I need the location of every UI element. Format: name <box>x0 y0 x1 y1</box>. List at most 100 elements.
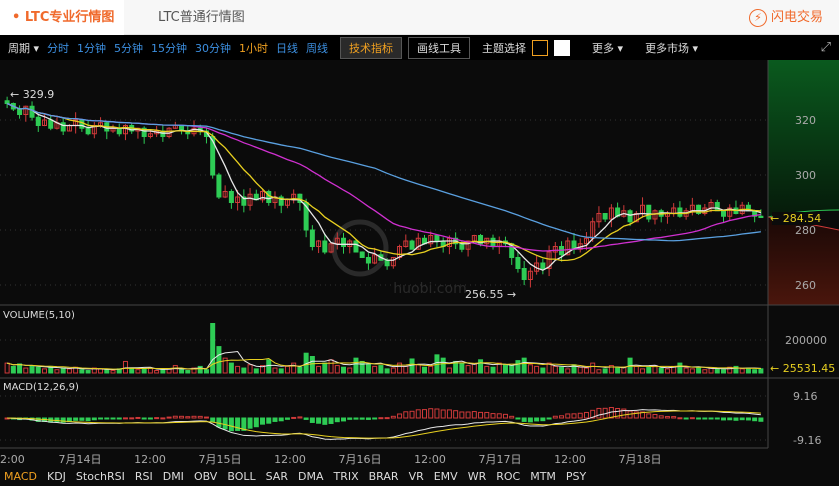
macd-histogram-bar <box>110 417 116 420</box>
macd-histogram-bar <box>664 416 670 419</box>
low-price-label: 256.55 → <box>465 288 516 301</box>
indicator-tab-dmi[interactable]: DMI <box>162 469 184 483</box>
tab-bar: • LTC专业行情图 LTC普通行情图 ⚡ 闪电交易 <box>0 0 839 35</box>
indicator-tab-boll[interactable]: BOLL <box>227 469 256 483</box>
macd-histogram-bar <box>309 417 315 423</box>
macd-histogram-bar <box>104 417 110 420</box>
interval-2[interactable]: 5分钟 <box>114 41 144 55</box>
flash-trade-button[interactable]: ⚡ 闪电交易 <box>748 0 823 35</box>
macd-histogram-bar <box>534 417 540 422</box>
more-label: 更多 <box>592 41 615 55</box>
indicator-tab-rsi[interactable]: RSI <box>134 469 153 483</box>
volume-bar <box>521 357 527 374</box>
more-dropdown[interactable]: 更多 ▾ <box>592 41 624 55</box>
volume-bar <box>54 369 60 374</box>
macd-histogram-bar <box>415 409 421 419</box>
indicator-tab-kdj[interactable]: KDJ <box>46 469 66 483</box>
volume-ma-line <box>6 357 761 370</box>
candle-up <box>23 105 29 115</box>
indicator-tab-macd[interactable]: MACD <box>4 469 37 483</box>
time-tick-label: 7月15日 <box>199 453 242 466</box>
indicator-tab-obv[interactable]: OBV <box>193 469 218 483</box>
indicator-tab-roc[interactable]: ROC <box>496 469 521 483</box>
kline-chart[interactable]: 320 300 280 260 huobi.com ← 329.9 256.55 → ← 28… <box>0 60 839 466</box>
ma30-line <box>6 102 761 252</box>
volume-bar <box>297 366 303 374</box>
macd-histogram-bar <box>365 417 371 420</box>
macd-dea-line <box>7 410 761 439</box>
macd-histogram-bar <box>179 415 185 419</box>
volume-bar <box>4 362 10 374</box>
macd-histogram-bar <box>241 417 247 431</box>
volume-bar <box>758 368 764 374</box>
volume-bar <box>702 369 708 374</box>
macd-histogram-bar <box>540 417 546 422</box>
macd-histogram-bar <box>702 417 708 420</box>
interval-6[interactable]: 日线 <box>276 41 299 55</box>
macd-histogram-bar <box>683 417 689 420</box>
period-dropdown[interactable]: 周期 ▾ <box>8 41 40 55</box>
macd-histogram-bar <box>359 417 365 420</box>
volume-title: VOLUME(5,10) <box>3 310 75 321</box>
indicator-tab-emv[interactable]: EMV <box>433 469 458 483</box>
macd-histogram-bar <box>166 416 172 419</box>
indicator-tab-brar[interactable]: BRAR <box>368 469 399 483</box>
candle-up <box>41 119 47 126</box>
candle-up <box>316 240 322 247</box>
tab-basic-chart[interactable]: LTC普通行情图 <box>158 10 245 25</box>
theme-light-swatch[interactable] <box>554 39 571 56</box>
macd-histogram-bar <box>633 411 639 419</box>
draw-tools-button[interactable]: 画线工具 <box>408 36 471 59</box>
indicator-tab-psy[interactable]: PSY <box>565 469 587 483</box>
tech-indicator-button[interactable]: 技术指标 <box>340 36 403 59</box>
theme-dark-swatch[interactable] <box>532 39 549 56</box>
macd-tick-label: 9.16 <box>793 390 818 403</box>
volume-bar <box>390 367 396 374</box>
macd-histogram-bar <box>577 412 583 419</box>
volume-bar <box>228 362 234 374</box>
macd-histogram-bar <box>571 413 577 419</box>
macd-histogram-bar <box>322 417 328 425</box>
macd-histogram-bar <box>191 415 197 419</box>
volume-bar <box>696 366 702 374</box>
interval-1[interactable]: 1分钟 <box>77 41 107 55</box>
candle-down <box>116 127 122 135</box>
interval-4[interactable]: 30分钟 <box>195 41 232 55</box>
macd-histogram-bar <box>235 417 241 431</box>
macd-histogram-bar <box>515 417 521 420</box>
volume-bar <box>197 365 203 374</box>
more-markets-label: 更多市场 <box>645 41 690 55</box>
macd-histogram-bar <box>291 416 297 419</box>
tab-pro-chart[interactable]: • LTC专业行情图 <box>0 0 124 35</box>
volume-bar <box>203 369 209 374</box>
volume-bar <box>347 367 353 374</box>
volume-bar <box>733 365 739 374</box>
macd-histogram-bar <box>465 411 471 419</box>
candle-up <box>415 237 421 250</box>
macd-histogram-bar <box>459 411 465 419</box>
interval-5[interactable]: 1小时 <box>239 41 269 55</box>
volume-bar <box>471 363 477 374</box>
more-markets-dropdown[interactable]: 更多市场 ▾ <box>645 41 699 55</box>
indicator-tab-dma[interactable]: DMA <box>297 469 324 483</box>
candle-down <box>602 213 608 220</box>
candle-down <box>758 215 764 219</box>
fullscreen-icon[interactable]: ⤢ <box>820 40 831 55</box>
candle-up <box>596 213 602 223</box>
indicator-tab-sar[interactable]: SAR <box>265 469 288 483</box>
indicator-tab-stochrsi[interactable]: StochRSI <box>75 469 125 483</box>
indicator-tab-mtm[interactable]: MTM <box>530 469 556 483</box>
interval-7[interactable]: 周线 <box>306 41 329 55</box>
interval-0[interactable]: 分时 <box>47 41 70 55</box>
indicator-tab-trix[interactable]: TRIX <box>333 469 359 483</box>
macd-histogram-bar <box>172 415 178 419</box>
macd-histogram-bar <box>98 417 104 420</box>
candle-down <box>35 116 41 126</box>
interval-3[interactable]: 15分钟 <box>151 41 188 55</box>
indicator-tab-vr[interactable]: VR <box>408 469 424 483</box>
theme-label: 主题选择 <box>482 41 527 55</box>
indicator-tab-wr[interactable]: WR <box>467 469 487 483</box>
macd-histogram-bar <box>733 417 739 421</box>
macd-histogram-bar <box>372 417 378 420</box>
candle-down <box>216 174 222 198</box>
